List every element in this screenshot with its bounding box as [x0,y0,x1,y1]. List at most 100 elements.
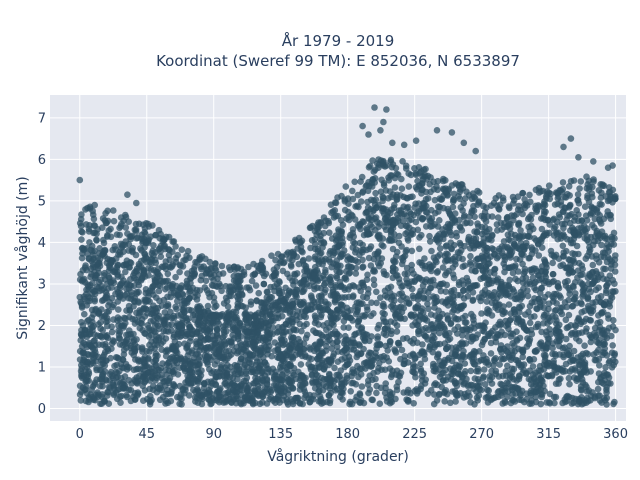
data-point [557,375,564,383]
data-point [393,322,401,329]
data-point [121,338,128,346]
data-point [457,224,464,231]
data-point [337,268,344,276]
data-point [368,299,375,307]
data-point [498,381,506,389]
data-point [595,355,603,363]
data-point [612,252,619,259]
data-point [421,314,429,322]
data-point [606,196,613,204]
data-point [333,274,341,282]
data-point [193,329,201,337]
data-point [405,183,413,190]
data-point [519,260,526,268]
data-point [586,270,593,278]
data-point [404,270,411,278]
data-point [285,305,292,312]
data-point [500,260,508,268]
data-point [294,245,301,252]
data-point [531,298,538,306]
data-point [287,316,295,323]
data-point [456,195,464,203]
data-point [467,399,474,406]
data-point [435,313,443,321]
data-point [114,261,122,269]
data-point [501,244,509,251]
data-point [370,268,377,275]
data-point [513,384,521,392]
data-point [567,227,574,234]
data-point [586,246,594,254]
data-point [253,297,260,304]
data-point [351,216,359,223]
data-point [483,386,491,394]
data-point [484,260,492,268]
data-point [342,332,349,340]
data-point [592,286,600,294]
data-point [105,227,113,234]
data-point [400,253,407,261]
data-point [162,366,169,374]
data-point [444,192,451,199]
data-point [577,386,585,393]
data-point [386,365,394,372]
data-point [461,212,468,219]
data-point [525,254,533,262]
data-point [595,340,602,347]
data-point [411,277,419,284]
data-point [516,309,523,316]
data-point [235,272,243,280]
data-point [106,299,113,306]
data-point [120,378,127,386]
data-point [110,316,117,323]
data-point [303,320,310,328]
data-point [184,283,192,291]
data-point [365,254,373,262]
data-point [395,378,402,386]
data-point [115,251,122,258]
data-point [309,222,316,230]
data-point [496,361,503,368]
data-point [131,226,139,234]
data-point [426,238,434,245]
data-point [83,390,91,397]
data-point [524,287,531,294]
data-point [419,282,427,289]
data-point [287,289,294,296]
data-point [220,329,228,336]
data-point [488,299,496,307]
data-point [321,298,329,306]
data-point [373,299,380,307]
data-point [335,332,343,340]
data-point [82,377,90,384]
data-point [177,262,184,270]
data-point [139,356,147,363]
data-point [441,360,448,367]
data-point [141,256,148,263]
data-point [365,377,372,385]
data-point [156,382,164,389]
data-point [424,300,431,308]
data-point [284,390,292,397]
data-point [152,231,160,239]
data-point [234,375,241,383]
data-point [359,293,367,301]
data-point [500,252,507,260]
data-point [549,344,556,352]
data-point [530,225,537,233]
data-point [602,364,609,371]
data-point [565,374,573,382]
data-point [595,187,603,194]
data-point [386,235,394,243]
data-point [84,298,91,305]
data-point [404,398,412,405]
data-point [226,266,234,274]
data-point [604,311,612,319]
data-point [506,276,513,284]
data-point [295,368,302,376]
data-point [144,297,152,305]
data-point [295,335,302,343]
data-point [345,324,352,332]
data-point [412,218,420,226]
data-point [513,377,520,384]
